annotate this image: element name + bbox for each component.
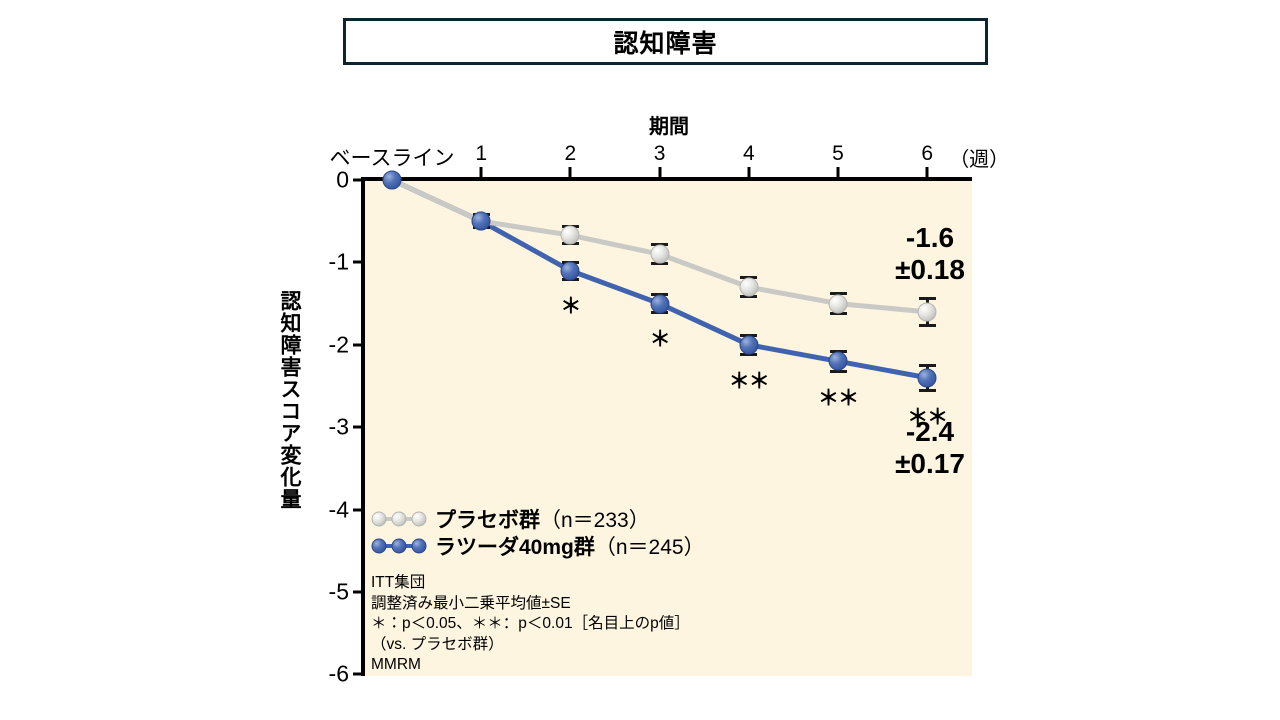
endpoint-value-placebo: -1.6 — [905, 222, 955, 253]
legend-item-placebo: プラセボ群（n＝233） — [371, 505, 705, 532]
x-tick-mark-2 — [568, 167, 572, 178]
y-tick-label-6: -6 — [328, 660, 349, 687]
significance-marker: ＊ — [560, 294, 581, 318]
legend-item-latuda: ラツーダ40mg群（n＝245） — [371, 532, 705, 559]
y-tick-label-1: -1 — [328, 248, 349, 275]
data-point-marker — [560, 225, 580, 245]
data-point-marker — [828, 351, 848, 371]
endpoint-se-latuda: ±0.17 — [895, 448, 965, 480]
significance-marker: ＊＊ — [907, 405, 948, 429]
y-axis-title: 認知障害スコア変化量 — [278, 290, 301, 510]
legend-label-latuda: ラツーダ40mg群 — [435, 535, 595, 559]
page-title: 認知障害 — [613, 29, 718, 58]
y-tick-mark-1 — [353, 260, 364, 264]
endpoint-value-latuda: -2.4 — [905, 416, 955, 447]
endpoint-annotation-latuda: -2.4 ±0.17 — [866, 416, 994, 480]
significance-marker: ＊ — [649, 328, 671, 352]
legend-n-placebo: （n＝233） — [540, 508, 650, 532]
significance-marker: ＊＊ — [818, 386, 859, 410]
x-tick-mark-6 — [925, 167, 929, 178]
endpoint-se-placebo: ±0.18 — [895, 254, 965, 286]
legend-swatch-placebo — [371, 511, 427, 527]
data-point-marker — [560, 261, 580, 281]
x-tick-label-2: 2 — [564, 142, 577, 165]
significance-marker: ＊＊ — [728, 369, 770, 393]
data-point-marker — [917, 368, 937, 388]
chart-title-box: 認知障害 — [343, 18, 988, 65]
legend-label-placebo: プラセボ群 — [435, 508, 540, 532]
y-tick-mark-3 — [353, 425, 364, 429]
chart-footnote: ITT集団調整済み最小二乗平均値±SE ＊：p＜0.05、＊＊：p＜0.01［名目… — [371, 573, 690, 676]
x-tick-label-1: 1 — [475, 142, 488, 165]
x-axis-line — [364, 177, 972, 181]
x-tick-label-3: 3 — [653, 142, 666, 165]
y-tick-mark-5 — [353, 590, 364, 594]
x-axis-title: 期間 — [649, 116, 689, 138]
data-point-marker — [650, 244, 670, 264]
footnote-line-1: 調整済み最小二乗平均値±SE — [371, 594, 571, 612]
x-tick-mark-4 — [747, 167, 751, 178]
y-tick-label-4: -4 — [328, 496, 349, 523]
legend-swatch-latuda — [371, 538, 427, 554]
data-point-marker — [471, 211, 491, 231]
footnote-line-3: （vs. プラセボ群） — [371, 635, 504, 653]
x-tick-label-4: 4 — [742, 142, 755, 165]
y-tick-mark-0 — [353, 178, 364, 182]
y-tick-mark-4 — [353, 508, 364, 512]
footnote-line-0: ITT集団 — [371, 574, 426, 591]
data-point-marker — [739, 277, 759, 297]
x-tick-mark-3 — [658, 167, 662, 178]
x-tick-label-6: 6 — [921, 142, 934, 165]
y-tick-mark-6 — [353, 672, 364, 676]
y-tick-mark-2 — [353, 343, 364, 347]
y-tick-label-5: -5 — [328, 578, 349, 605]
endpoint-annotation-placebo: -1.6 ±0.18 — [866, 222, 994, 286]
data-point-marker — [739, 335, 759, 355]
footnote-line-2: ＊：p＜0.05、＊＊：p＜0.01［名目上のp値］ — [371, 615, 690, 633]
y-tick-label-2: -2 — [328, 331, 349, 358]
legend-n-latuda: （n＝245） — [594, 535, 705, 559]
y-tick-label-3: -3 — [328, 413, 349, 440]
x-tick-mark-5 — [836, 167, 840, 178]
x-tick-mark-1 — [479, 167, 483, 178]
data-point-marker — [650, 294, 670, 314]
x-tick-label-5: 5 — [832, 142, 844, 165]
data-point-marker — [917, 302, 937, 322]
data-point-marker — [828, 294, 848, 314]
chart-legend: プラセボ群（n＝233） ラツーダ40mg群（n＝245） — [371, 505, 705, 559]
x-axis-unit-label: （週） — [949, 149, 1010, 171]
y-tick-label-0: 0 — [336, 166, 349, 193]
x-tick-label-0: ベースライン — [329, 147, 455, 170]
footnote-line-4: MMRM — [371, 656, 421, 674]
data-point-marker — [382, 170, 402, 190]
